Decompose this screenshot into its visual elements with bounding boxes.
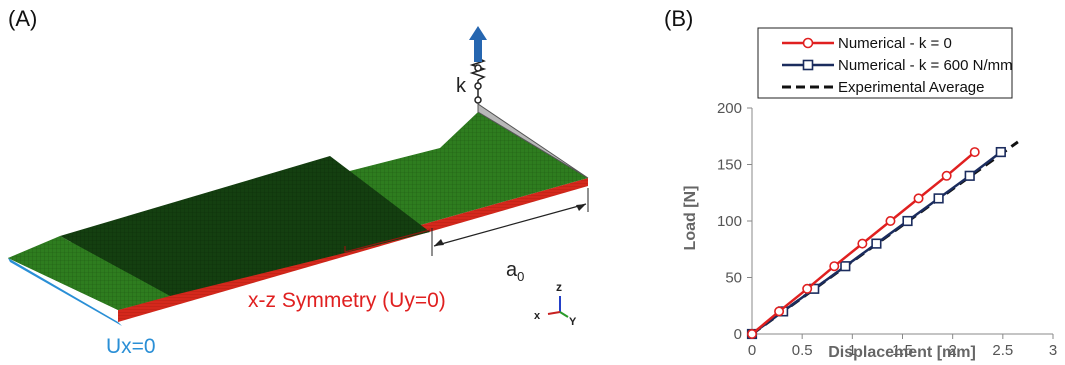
- data-point-circle: [746, 328, 757, 339]
- legend-label-k0: Numerical - k = 0: [838, 35, 952, 52]
- x-tick-label: 2.5: [992, 342, 1013, 359]
- triad-x-label: x: [534, 310, 541, 322]
- dim-arrow-right: [576, 204, 586, 211]
- dim-line: [433, 203, 587, 247]
- spring-node-mid: [474, 82, 482, 90]
- data-point-square: [871, 238, 882, 249]
- data-point-circle: [941, 170, 952, 181]
- spring-node-top: [474, 64, 482, 72]
- y-tick-label: 100: [717, 213, 742, 230]
- x-tick-label: 2: [948, 342, 956, 359]
- mesh-dark-region: [60, 156, 430, 296]
- panel-a-label: (A): [8, 6, 38, 31]
- panel-b-label: (B): [664, 6, 694, 31]
- x-tick-label: 0.5: [792, 342, 813, 359]
- data-point-square: [902, 215, 913, 227]
- x-axis-title: Displacement [mm]: [828, 344, 976, 361]
- series-layer: [746, 140, 1019, 340]
- coordinate-triad: z x Y: [534, 280, 577, 328]
- fe-model-diagram: a0 k z x Y x-z Symmetry (Uy=0) Ux=0: [8, 26, 589, 358]
- data-point-circle: [857, 238, 868, 249]
- axis-ticks: 0 0.5 1 1.5 2 2.5 3 0 50 100 150 200: [717, 100, 1057, 359]
- triad-z-label: z: [556, 280, 562, 294]
- x-tick-label: 1.5: [892, 342, 913, 359]
- y-axis-title: Load [N]: [682, 186, 699, 251]
- data-point-circle: [913, 193, 924, 204]
- ux-label: Ux=0: [106, 335, 156, 358]
- dim-arrow-left: [434, 239, 444, 246]
- ux-boundary-edge: [8, 258, 122, 326]
- legend-marker-k600: [802, 59, 814, 71]
- load-arrow-shaft: [474, 38, 482, 62]
- x-tick-label: 1: [848, 342, 856, 359]
- y-tick-label: 200: [717, 100, 742, 117]
- data-point-circle: [969, 147, 980, 158]
- load-displacement-chart: Numerical - k = 0 Numerical - k = 600 N/…: [682, 27, 1057, 361]
- data-point-square: [995, 146, 1006, 158]
- loading-block: [477, 103, 589, 179]
- symmetry-label: x-z Symmetry (Uy=0): [248, 289, 446, 312]
- legend-label-k600: Numerical - k = 600 N/mm: [838, 57, 1013, 74]
- legend-label-experimental: Experimental Average: [838, 79, 984, 96]
- mesh-left-strip: [8, 236, 170, 310]
- spring-node-bottom: [474, 96, 482, 104]
- legend-marker-k0: [802, 37, 814, 49]
- data-point-square: [933, 193, 944, 204]
- load-arrow-icon: [469, 26, 487, 40]
- x-axis-line: [547, 311, 561, 315]
- data-point-circle: [802, 283, 813, 294]
- spring-stiffness-label: k: [456, 75, 467, 97]
- data-point-square: [964, 170, 975, 181]
- data-point-square: [840, 261, 851, 272]
- data-point-circle: [885, 216, 896, 227]
- y-tick-label: 0: [734, 326, 742, 343]
- chart-legend: Numerical - k = 0 Numerical - k = 600 N/…: [757, 27, 1013, 99]
- triad-y-label: Y: [569, 316, 577, 328]
- y-tick-label: 50: [725, 270, 742, 287]
- x-tick-label: 0: [748, 342, 756, 359]
- crack-length-label: a0: [506, 259, 524, 284]
- y-tick-label: 150: [717, 157, 742, 174]
- spring-coil: [469, 57, 487, 81]
- crack-step-line: [344, 229, 431, 253]
- x-tick-label: 3: [1049, 342, 1057, 359]
- y-axis-line: [559, 311, 569, 318]
- data-point-circle: [774, 306, 785, 317]
- data-point-circle: [829, 261, 840, 272]
